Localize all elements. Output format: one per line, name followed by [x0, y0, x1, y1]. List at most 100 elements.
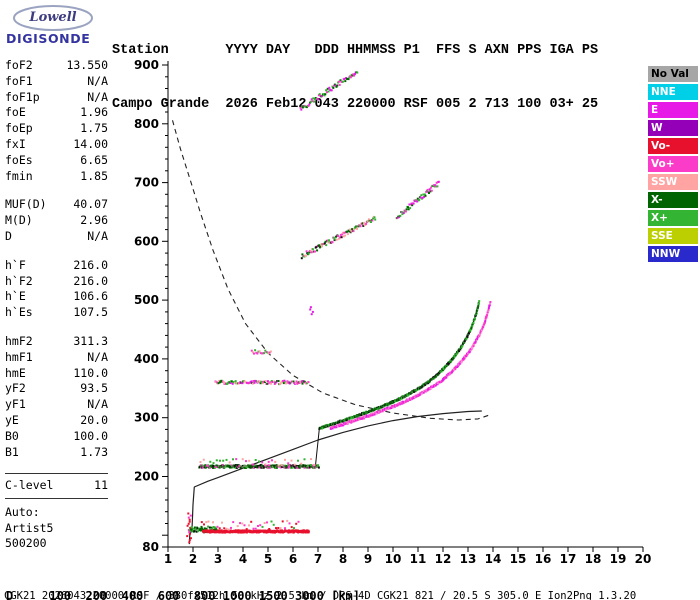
f-second-order-a — [300, 215, 377, 260]
es-trace-pink-fuzz — [200, 519, 300, 532]
legend-item-no-val: No Val — [648, 66, 698, 82]
param-hme: hmE 110.0 — [5, 366, 108, 382]
svg-text:300: 300 — [134, 411, 159, 425]
svg-text:9: 9 — [364, 552, 372, 566]
divider — [5, 498, 108, 500]
param-fmin-value: 1.85 — [80, 168, 108, 183]
param-fxi-label: fxI — [5, 136, 26, 151]
hf-trace-216 — [198, 464, 320, 469]
param-yf2-value: 93.5 — [80, 381, 108, 396]
muf-distance-table: D 100 200 400 600 800 1000 1500 3000 [km… — [6, 561, 367, 600]
param-fof2-label: foF2 — [5, 58, 33, 72]
param-md-value: 2.96 — [80, 213, 108, 228]
param-md: M(D) 2.96 — [5, 213, 108, 229]
param-hme-value: 110.0 — [73, 365, 108, 380]
logo-swoosh-icon — [13, 5, 93, 31]
multiple-reflection-band-360 — [214, 379, 310, 386]
param-ye: yE 20.0 — [5, 413, 108, 429]
param-b1-value: 1.73 — [80, 444, 108, 459]
svg-text:10: 10 — [385, 552, 402, 566]
svg-text:4: 4 — [239, 552, 247, 566]
param-yf1: yF1 N/A — [5, 397, 108, 413]
lone-magenta-speck — [309, 306, 314, 316]
param-foe-value: 1.96 — [80, 105, 108, 120]
divider — [5, 473, 108, 475]
svg-text:16: 16 — [535, 552, 552, 566]
auto-line-1: Auto: — [5, 505, 40, 520]
svg-text:700: 700 — [134, 176, 159, 190]
legend-item-sse: SSE — [648, 228, 698, 244]
param-hmf1-label: hmF1 — [5, 349, 33, 364]
svg-text:400: 400 — [134, 352, 159, 366]
param-hf-value: 216.0 — [73, 257, 108, 272]
param-hmf1: hmF1 N/A — [5, 350, 108, 366]
y-axis-labels: 900 800 700 600 500 400 300 200 80 — [134, 58, 159, 554]
param-b1-label: B1 — [5, 444, 19, 459]
param-hf2-value: 216.0 — [73, 273, 108, 288]
param-foep: foEp 1.75 — [5, 121, 108, 137]
param-he-label: h`E — [5, 289, 26, 304]
param-hmf2-value: 311.3 — [73, 333, 108, 348]
cluster-410 — [250, 349, 272, 355]
autoscaling-block: Auto: Artist5 500200 — [5, 505, 108, 552]
fmin-edge-cluster — [186, 512, 192, 544]
legend-item-e: E — [648, 102, 698, 118]
param-yf1-value: N/A — [87, 397, 108, 412]
es-trace-red — [202, 529, 310, 534]
param-b1: B1 1.73 — [5, 445, 108, 461]
param-b0: B0 100.0 — [5, 429, 108, 445]
param-mufd: MUF(D) 40.07 — [5, 197, 108, 213]
param-d-value: N/A — [87, 228, 108, 243]
param-yf1-label: yF1 — [5, 397, 26, 412]
param-md-label: M(D) — [5, 213, 33, 228]
legend-item-w: W — [648, 120, 698, 136]
param-fmin-label: fmin — [5, 168, 33, 183]
x-axis-labels: 1 2 3 4 5 6 7 8 9 10 11 12 13 14 15 16 17 18 19 20 — [164, 552, 652, 566]
legend-item-nnw: NNW — [648, 246, 698, 262]
svg-text:900: 900 — [134, 58, 159, 72]
svg-text:600: 600 — [134, 234, 159, 248]
muf-transmission-curve — [171, 120, 492, 421]
param-fof1p-label: foF1p — [5, 89, 40, 104]
param-mufd-value: 40.07 — [73, 197, 108, 212]
param-group-4: hmF2 311.3 hmF1 N/A hmE 110.0 yF2 93.5 yF1 N/A yE 2… — [5, 334, 108, 460]
true-height-profile-line — [188, 410, 482, 545]
param-hme-label: hmE — [5, 365, 26, 380]
svg-text:14: 14 — [485, 552, 502, 566]
param-b0-value: 100.0 — [73, 428, 108, 443]
hf-trace-fuzz — [199, 458, 316, 467]
param-fof2-value: 13.550 — [66, 58, 108, 72]
param-mufd-label: MUF(D) — [5, 197, 47, 212]
param-fxi: fxI 14.00 — [5, 137, 108, 153]
param-group-2: MUF(D) 40.07 M(D) 2.96 D N/A — [5, 197, 108, 244]
param-fof1p: foF1p N/A — [5, 90, 108, 106]
logo-digisonde-text: DIGISONDE — [6, 31, 91, 46]
param-fof1-label: foF1 — [5, 73, 33, 88]
legend-item-x-: X- — [648, 192, 698, 208]
header-row-labels: Station YYYY DAY DDD HHMMSS P1 FFS S AXN… — [112, 43, 599, 58]
param-foep-label: foEp — [5, 121, 33, 136]
param-hf-label: h`F — [5, 257, 26, 272]
param-hes: h`Es 107.5 — [5, 305, 108, 321]
svg-text:20: 20 — [635, 552, 652, 566]
svg-text:8: 8 — [339, 552, 347, 566]
param-fof1p-value: N/A — [87, 89, 108, 104]
legend-item-nne: NNE — [648, 84, 698, 100]
param-he: h`E 106.6 — [5, 289, 108, 305]
param-foep-value: 1.75 — [80, 121, 108, 136]
svg-text:13: 13 — [460, 552, 477, 566]
param-hmf2: hmF2 311.3 — [5, 334, 108, 350]
param-d: D N/A — [5, 229, 108, 245]
svg-text:17: 17 — [560, 552, 577, 566]
param-he-value: 106.6 — [73, 289, 108, 304]
distance-row: D 100 200 400 600 800 1000 1500 3000 [km… — [6, 589, 361, 600]
svg-text:500: 500 — [134, 293, 159, 307]
param-fof1-value: N/A — [87, 73, 108, 88]
footer-info: CGK21_2026043220000.RSF / 380fx512h 50 k… — [4, 590, 637, 600]
auto-line-2: Artist5 — [5, 520, 54, 535]
param-clevel-value: 11 — [94, 478, 108, 493]
svg-text:19: 19 — [610, 552, 627, 566]
svg-text:6: 6 — [289, 552, 297, 566]
legend: No Val NNE E W Vo- Vo+ SSW X- X+ SSE NNW — [648, 66, 698, 264]
